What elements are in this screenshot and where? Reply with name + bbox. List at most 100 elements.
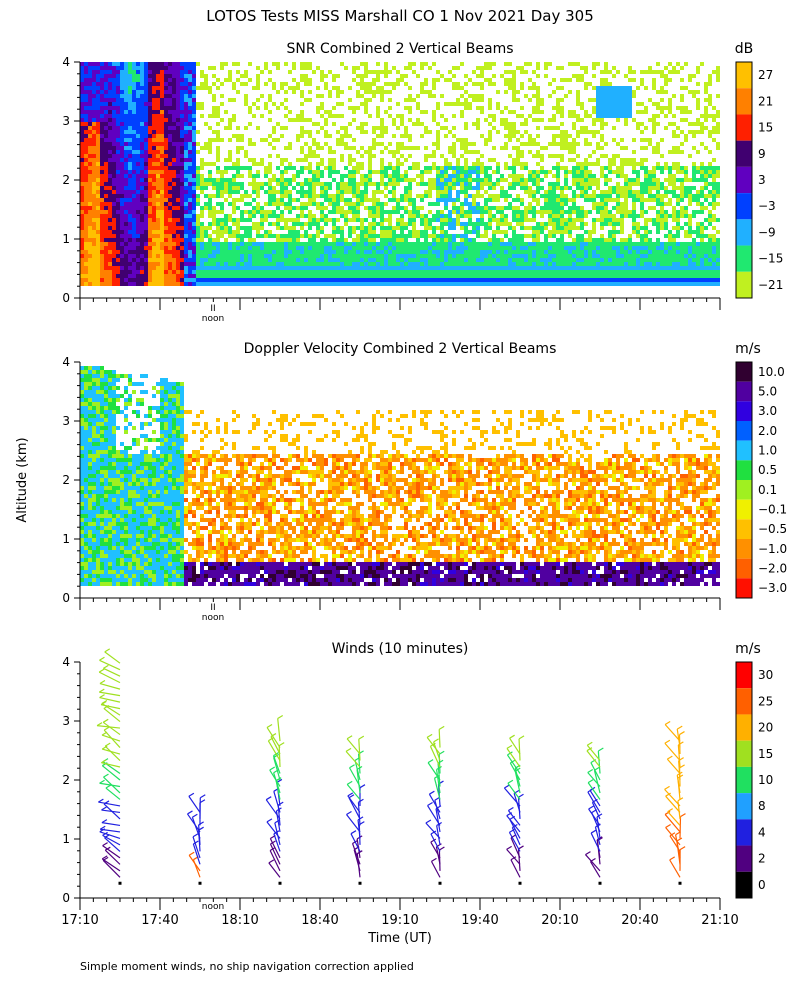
snr-cell [244, 70, 248, 74]
snr-cell [440, 282, 444, 286]
snr-cell [200, 210, 204, 214]
snr-cell [172, 270, 176, 274]
snr-cell [572, 146, 576, 150]
snr-cell [160, 250, 164, 254]
snr-cell [512, 70, 516, 74]
snr-cell [528, 226, 532, 230]
snr-cell [284, 90, 288, 94]
snr-cell [588, 210, 592, 214]
snr-cell [292, 238, 296, 242]
snr-cell [140, 158, 144, 162]
snr-cell [164, 154, 168, 158]
snr-cell [340, 190, 344, 194]
snr-cell [524, 178, 528, 182]
snr-cell [328, 182, 332, 186]
snr-cell [164, 178, 168, 182]
snr-cell [516, 150, 520, 154]
snr-cell [224, 282, 228, 286]
snr-cell [396, 158, 400, 162]
snr-cell [268, 230, 272, 234]
snr-cell [324, 134, 328, 138]
snr-cell [468, 250, 472, 254]
snr-cell [528, 178, 532, 182]
snr-cell [392, 86, 396, 90]
snr-cell [228, 266, 232, 270]
snr-cell [280, 238, 284, 242]
snr-cell [176, 134, 180, 138]
snr-cell [216, 210, 220, 214]
snr-cell [80, 78, 84, 82]
snr-cell [92, 70, 96, 74]
snr-cell [196, 166, 200, 170]
snr-cell [364, 242, 368, 246]
snr-cell [92, 182, 96, 186]
snr-cell [136, 130, 140, 134]
snr-cell [136, 138, 140, 142]
snr-cell [464, 178, 468, 182]
snr-cell [584, 186, 588, 190]
snr-cell [192, 178, 196, 182]
snr-cell [388, 270, 392, 274]
snr-cell [100, 258, 104, 262]
snr-cell [312, 154, 316, 158]
snr-cell [504, 134, 508, 138]
snr-cell [572, 122, 576, 126]
snr-cell [520, 262, 524, 266]
snr-cell [100, 202, 104, 206]
snr-cell [280, 210, 284, 214]
snr-cell [356, 194, 360, 198]
snr-cell [172, 122, 176, 126]
snr-cell [380, 142, 384, 146]
snr-cell [436, 210, 440, 214]
snr-cell [540, 258, 544, 262]
snr-cell [280, 282, 284, 286]
snr-cell [428, 218, 432, 222]
snr-cell [204, 254, 208, 258]
snr-cell [360, 94, 364, 98]
snr-cell [136, 274, 140, 278]
snr-cell [504, 194, 508, 198]
snr-cell [144, 270, 148, 274]
snr-cell [532, 250, 536, 254]
snr-cell [488, 66, 492, 70]
snr-cell [588, 130, 592, 134]
snr-cell [160, 138, 164, 142]
snr-cell [108, 190, 112, 194]
snr-cell [132, 78, 136, 82]
snr-cell [116, 138, 120, 142]
snr-cell [224, 238, 228, 242]
snr-cell [204, 122, 208, 126]
snr-cell [428, 222, 432, 226]
snr-cell [428, 234, 432, 238]
snr-cell [188, 90, 192, 94]
snr-cell [280, 226, 284, 230]
snr-cell [144, 150, 148, 154]
snr-cell [344, 274, 348, 278]
snr-cell [572, 190, 576, 194]
snr-cell [100, 206, 104, 210]
snr-cell [204, 146, 208, 150]
snr-cell [128, 66, 132, 70]
snr-cell [464, 270, 468, 274]
snr-cell [516, 218, 520, 222]
snr-cell [84, 130, 88, 134]
snr-cell [180, 170, 184, 174]
snr-cell [88, 190, 92, 194]
snr-cell [416, 214, 420, 218]
snr-cell [204, 234, 208, 238]
snr-cell [160, 126, 164, 130]
snr-cell [520, 266, 524, 270]
snr-cell [444, 246, 448, 250]
snr-cell [164, 262, 168, 266]
snr-cell [236, 234, 240, 238]
snr-cell [496, 90, 500, 94]
snr-cell [200, 186, 204, 190]
snr-cell [528, 250, 532, 254]
snr-cell [464, 186, 468, 190]
snr-cell [416, 262, 420, 266]
snr-cell [352, 70, 356, 74]
snr-cell [256, 258, 260, 262]
snr-cell [356, 202, 360, 206]
snr-cell [168, 74, 172, 78]
snr-cell [576, 90, 580, 94]
